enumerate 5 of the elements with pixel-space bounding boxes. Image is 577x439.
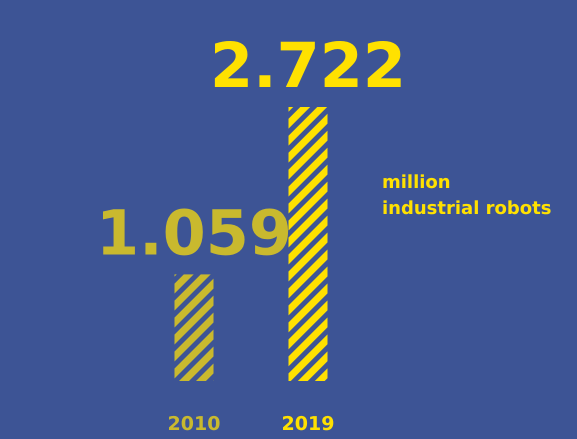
data-label: 2.722 [210, 29, 406, 102]
data-label: 1.059 [96, 196, 292, 270]
x-tick-label: 2010 [168, 413, 220, 435]
x-tick-label: 2019 [282, 413, 334, 435]
text: million industrial robots [382, 172, 552, 219]
